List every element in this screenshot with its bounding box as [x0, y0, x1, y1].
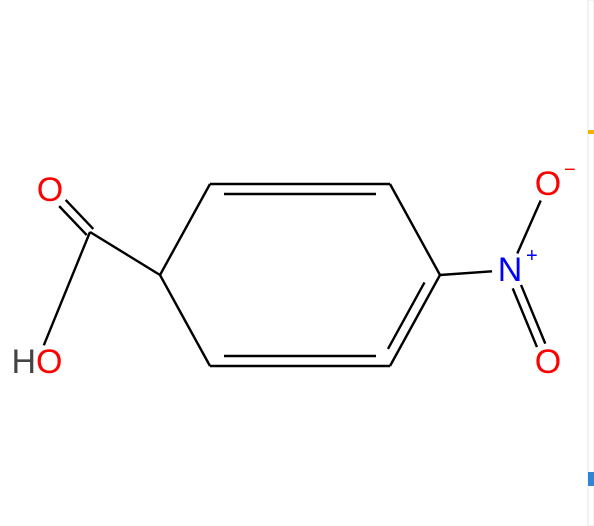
- atom-O2: HO: [11, 343, 62, 381]
- side-panel-sliver: [588, 0, 594, 526]
- charge: +: [526, 245, 538, 267]
- charge: −: [564, 159, 576, 181]
- atom-O1: O: [37, 171, 63, 209]
- atom-O4: O: [535, 343, 561, 381]
- molecule-diagram: OHON+O−O: [0, 0, 594, 526]
- svg-text:HO: HO: [11, 343, 62, 381]
- svg-text:O: O: [535, 165, 561, 203]
- side-panel-yellow: [588, 130, 594, 134]
- side-panel-blue: [588, 472, 594, 486]
- svg-text:N: N: [498, 251, 523, 289]
- svg-text:O: O: [37, 171, 63, 209]
- svg-text:O: O: [535, 343, 561, 381]
